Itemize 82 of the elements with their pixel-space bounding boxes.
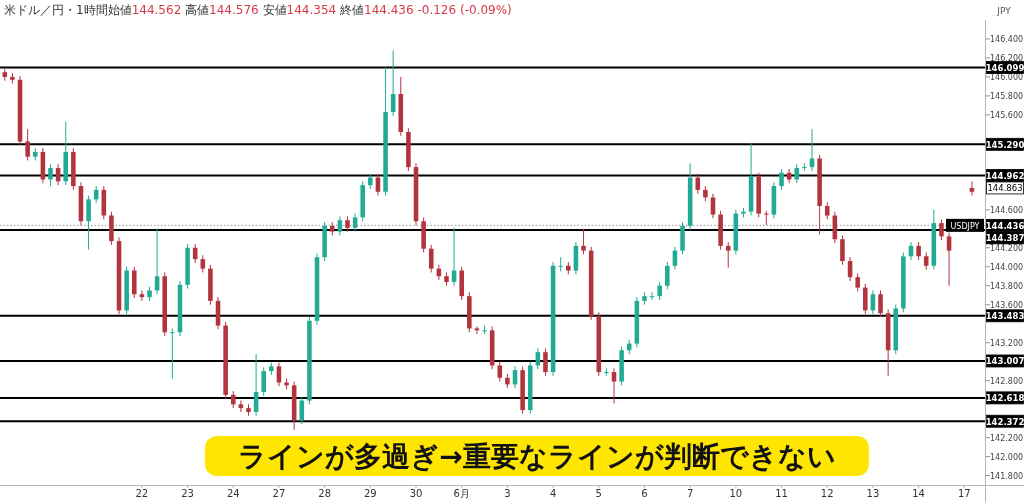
candlestick bbox=[139, 289, 145, 302]
candlestick bbox=[695, 173, 701, 195]
x-tick-label: 6 bbox=[641, 488, 648, 499]
text: 始値144.562 高値144.576 安値144.354 終値144.436 -0.126 (-0.09%) bbox=[107, 3, 512, 17]
candlestick bbox=[840, 234, 845, 266]
chart-title: 米ドル／円・1時間 bbox=[4, 3, 108, 17]
y-tick-label: 146.000 bbox=[990, 72, 1024, 82]
x-tick-label: 12 bbox=[820, 488, 834, 499]
ref-line-label: 144.436 bbox=[985, 220, 1024, 231]
y-tick-label: 144.600 bbox=[990, 205, 1024, 215]
x-tick-label: 11 bbox=[775, 488, 788, 499]
y-tick-label: 143.800 bbox=[990, 281, 1024, 291]
candlestick bbox=[86, 195, 91, 251]
ref-line-label: 142.372 bbox=[985, 416, 1024, 427]
candlestick bbox=[497, 361, 503, 383]
candlestick bbox=[939, 218, 944, 241]
candlestick bbox=[657, 281, 662, 301]
x-tick-label: 23 bbox=[181, 488, 194, 499]
ref-line-label: 144.387 bbox=[985, 233, 1024, 244]
y-tick-label: 146.400 bbox=[990, 34, 1024, 44]
candlestick bbox=[261, 366, 266, 397]
x-tick-label: 28 bbox=[318, 488, 331, 499]
candlestick bbox=[558, 256, 563, 272]
x-tick-label: 3 bbox=[504, 488, 511, 499]
annotation: ラインが多過ぎ→重要なラインが判断できない bbox=[238, 440, 836, 473]
x-tick-label: 22 bbox=[135, 488, 149, 499]
x-tick-label: 14 bbox=[912, 488, 925, 499]
candlestick bbox=[238, 400, 244, 413]
candlestick bbox=[779, 168, 784, 191]
x-tick-label: 10 bbox=[729, 488, 743, 499]
candlestick bbox=[352, 213, 358, 233]
candlestick bbox=[710, 193, 716, 219]
text: 144.863 bbox=[987, 183, 1023, 194]
candlestick bbox=[725, 241, 731, 269]
x-tick-label: 24 bbox=[226, 488, 240, 499]
x-tick-label: 17 bbox=[957, 488, 971, 499]
y-tick-label: 142.200 bbox=[990, 433, 1024, 443]
y-axis-title: JPY bbox=[996, 6, 1012, 16]
y-tick-label: 143.200 bbox=[990, 338, 1024, 348]
candlestick bbox=[543, 347, 548, 377]
candlestick bbox=[611, 367, 617, 404]
candlestick bbox=[764, 210, 769, 226]
candlestick bbox=[878, 289, 883, 318]
x-tick-label: 4 bbox=[549, 488, 557, 499]
x-tick-label: 6月 bbox=[453, 488, 470, 499]
candlestick bbox=[337, 215, 343, 236]
candlestick bbox=[428, 244, 434, 273]
x-tick-label: 29 bbox=[363, 488, 377, 499]
candlestick bbox=[48, 163, 53, 187]
annotation: USDJPY bbox=[950, 221, 980, 231]
candlestick bbox=[581, 228, 586, 255]
candlestick bbox=[131, 266, 137, 299]
ref-line-label: 143.483 bbox=[985, 311, 1024, 322]
x-tick-label: 5 bbox=[595, 488, 602, 499]
y-tick-label: 145.600 bbox=[990, 110, 1024, 120]
candlestick bbox=[855, 272, 860, 292]
candlestick bbox=[794, 163, 800, 184]
ref-line-label: 146.099 bbox=[985, 63, 1024, 74]
x-tick-label: 30 bbox=[409, 488, 423, 499]
candlestick bbox=[916, 241, 921, 261]
candlestick bbox=[25, 128, 30, 161]
ref-line-label: 144.962 bbox=[985, 170, 1024, 181]
ref-line-label: 142.618 bbox=[985, 393, 1024, 404]
candlestick bbox=[969, 180, 975, 197]
candlestick bbox=[863, 283, 868, 315]
y-tick-label: 141.800 bbox=[990, 471, 1024, 481]
candlestick bbox=[665, 261, 670, 291]
y-tick-label: 143.600 bbox=[990, 300, 1024, 310]
y-tick-label: 145.800 bbox=[990, 91, 1024, 101]
y-tick-label: 144.000 bbox=[990, 262, 1024, 272]
y-tick-label: 146.200 bbox=[990, 53, 1024, 63]
y-tick-label: 142.000 bbox=[990, 452, 1024, 462]
y-tick-label: 144.200 bbox=[990, 243, 1024, 253]
candlestick bbox=[946, 232, 952, 287]
y-tick-label: 142.800 bbox=[990, 376, 1024, 386]
x-tick-label: 27 bbox=[272, 488, 286, 499]
x-tick-label: 13 bbox=[866, 488, 880, 499]
candlestick bbox=[276, 362, 282, 387]
x-tick-label: 7 bbox=[686, 488, 694, 499]
ref-line-label: 143.007 bbox=[985, 356, 1024, 367]
ref-line-label: 145.290 bbox=[985, 139, 1024, 150]
candlestick bbox=[170, 327, 175, 380]
